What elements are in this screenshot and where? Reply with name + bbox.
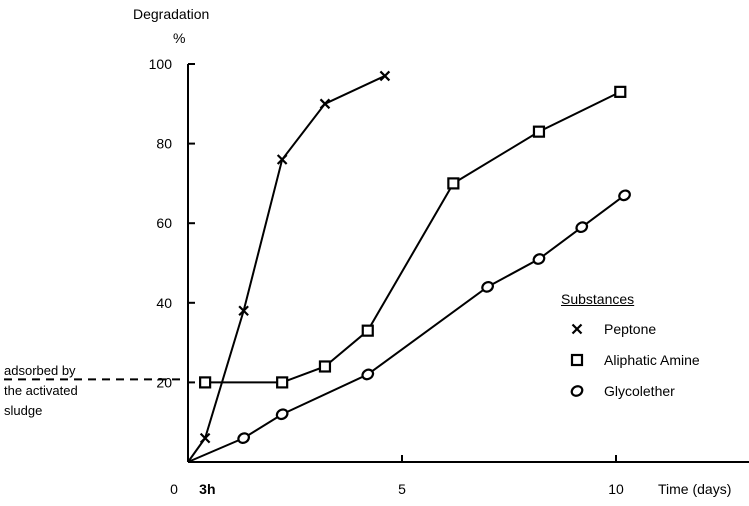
x-tick-label-3h: 3h [199, 481, 215, 497]
tick-labels: 20 40 60 80 100 0 3h 5 10 [149, 56, 624, 497]
data-point-peptone [276, 154, 288, 165]
data-point-aliphatic-amine [614, 85, 627, 98]
data-point-peptone [319, 98, 331, 110]
data-point-glycolether [575, 221, 589, 234]
data-point-glycolether [532, 253, 546, 265]
adsorbed-annotation-line-1: adsorbed by [4, 363, 76, 378]
series-glycolether [187, 189, 631, 463]
legend: Peptone Aliphatic Amine Glycolether [570, 321, 700, 399]
data-point-glycolether [481, 281, 494, 293]
series-line-glycolether [187, 194, 626, 463]
tick-marks [188, 63, 617, 462]
data-point-aliphatic-amine [199, 376, 212, 389]
data-point-glycolether [237, 432, 251, 444]
legend-title: Substances [561, 291, 635, 307]
series-line-aliphatic-amine [205, 90, 621, 384]
axes [187, 64, 749, 463]
y-tick-label-100: 100 [149, 56, 173, 72]
legend-label-aliphatic-amine: Aliphatic Amine [604, 352, 700, 368]
data-point-aliphatic-amine [532, 125, 546, 138]
legend-label-peptone: Peptone [604, 321, 656, 337]
data-point-glycolether [618, 189, 631, 202]
x-tick-label-0: 0 [170, 481, 178, 497]
legend-item-glycolether: Glycolether [570, 383, 675, 399]
data-point-aliphatic-amine [276, 376, 289, 389]
legend-marker-glycolether [570, 385, 584, 397]
legend-item-aliphatic-amine: Aliphatic Amine [570, 352, 700, 368]
x-tick-label-10: 10 [608, 481, 624, 497]
legend-item-peptone: Peptone [571, 321, 656, 337]
legend-label-glycolether: Glycolether [604, 383, 675, 399]
adsorbed-annotation-line-3: sludge [4, 403, 43, 418]
series-aliphatic-amine [199, 85, 627, 389]
x-axis-label: Time (days) [658, 481, 732, 497]
y-tick-label-60: 60 [156, 215, 172, 231]
y-axis-unit: % [173, 30, 186, 46]
data-point-peptone [199, 432, 211, 444]
series-layer [187, 70, 631, 463]
series-peptone [187, 70, 391, 463]
data-point-peptone [379, 70, 391, 82]
x-tick-label-5: 5 [398, 481, 406, 497]
y-tick-label-20: 20 [156, 374, 172, 390]
data-point-glycolether [361, 368, 375, 381]
legend-marker-aliphatic-amine [570, 353, 584, 367]
legend-marker-peptone [571, 323, 583, 335]
data-point-peptone [238, 305, 249, 317]
y-tick-label-40: 40 [156, 295, 172, 311]
y-tick-label-80: 80 [156, 136, 172, 152]
data-point-aliphatic-amine [318, 360, 332, 373]
y-axis-label: Degradation [133, 6, 210, 22]
data-point-aliphatic-amine [361, 324, 374, 337]
series-line-peptone [187, 75, 386, 463]
data-point-aliphatic-amine [447, 177, 460, 190]
adsorbed-annotation-line-2: the activated [4, 383, 78, 398]
adsorbed-annotation: adsorbed by the activated sludge [4, 361, 78, 421]
data-point-glycolether [275, 408, 289, 421]
